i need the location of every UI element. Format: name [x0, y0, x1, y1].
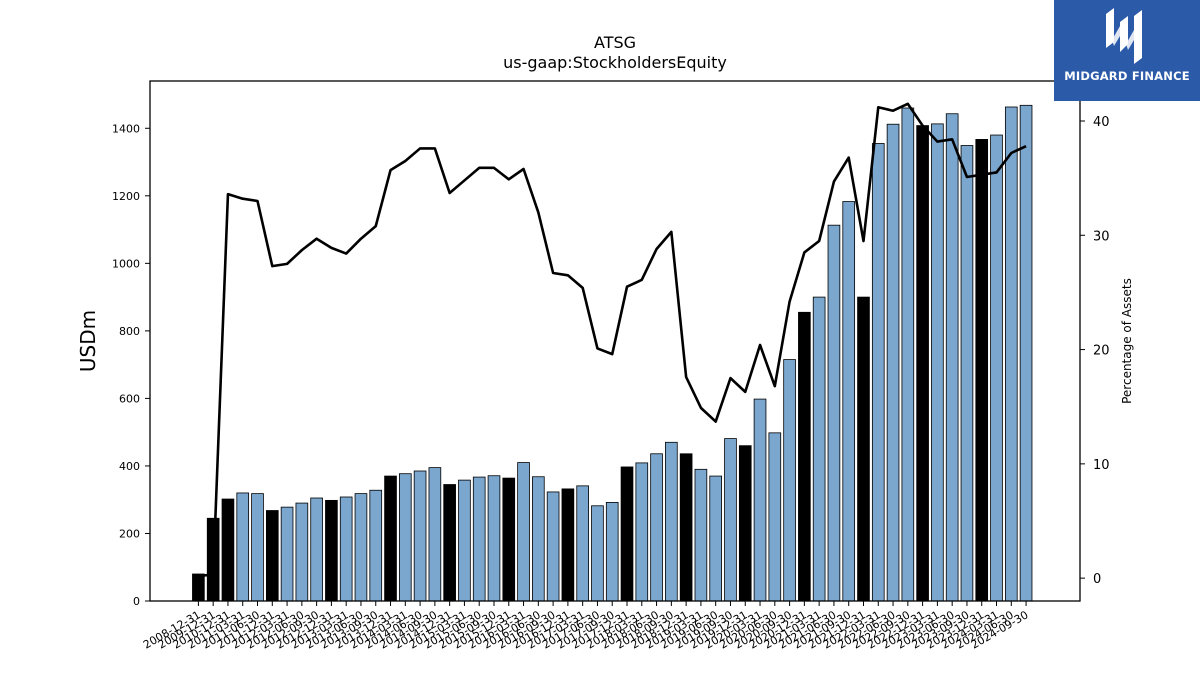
bar-2023-09-30 [960, 145, 974, 602]
bar-2014-09-30 [428, 467, 442, 602]
bar-2013-06-30 [354, 493, 368, 602]
bar-2021-09-30 [842, 201, 856, 602]
bar-2016-03-31 [517, 462, 530, 602]
bar-2011-12-31 [265, 510, 279, 602]
bar-2015-06-30 [472, 476, 486, 602]
bar-2012-03-31 [280, 506, 294, 602]
bar-2016-06-30 [532, 476, 545, 602]
bar-2016-12-31 [561, 488, 575, 602]
bar-2024-09-30 [1019, 104, 1033, 602]
bar-2015-12-31 [502, 477, 516, 602]
y2-tick-label: 30 [1093, 229, 1110, 244]
bar-2014-06-30 [413, 470, 427, 602]
bar-2023-03-31 [931, 123, 944, 602]
bar-2017-06-30 [591, 505, 604, 602]
bar-2019-12-31 [738, 445, 752, 602]
bar-2018-03-31 [635, 462, 649, 602]
plot-frame [149, 80, 1081, 602]
bar-2024-06-30 [1004, 106, 1018, 602]
y-tick-label: 800 [119, 325, 140, 338]
y2-tick-label: 0 [1093, 572, 1101, 587]
bar-2015-03-31 [458, 479, 471, 602]
bar-2017-12-31 [620, 466, 634, 602]
bar-2017-03-31 [576, 485, 589, 602]
y-tick-label: 600 [119, 392, 140, 405]
bar-2012-09-30 [310, 497, 323, 602]
bar-2019-06-30 [709, 475, 723, 602]
y2-tick-label: 40 [1093, 115, 1110, 130]
brand-name: MIDGARD FINANCE [1064, 69, 1190, 83]
y-tick-label: 1200 [112, 190, 140, 203]
bar-2012-06-30 [295, 502, 309, 602]
bar-2023-12-31 [975, 139, 989, 602]
y2-tick-label: 20 [1093, 344, 1110, 359]
bar-2012-12-31 [325, 499, 338, 602]
bar-2018-06-30 [650, 453, 663, 602]
bar-2021-06-30 [827, 224, 841, 602]
bar-2019-09-30 [724, 438, 737, 602]
bar-2017-09-30 [605, 501, 619, 602]
bar-2024-03-31 [990, 134, 1003, 602]
bar-2020-03-31 [753, 398, 767, 602]
bar-2021-03-31 [812, 296, 826, 602]
chart-title: ATSG [594, 33, 636, 52]
bar-2011-06-30 [251, 493, 264, 602]
y2-axis-label: Percentage of Assets [1120, 278, 1134, 404]
bar-2020-09-30 [783, 359, 796, 602]
chart-subtitle: us-gaap:StockholdersEquity [503, 53, 727, 72]
bar-2014-03-31 [398, 473, 412, 602]
bar-2016-09-30 [546, 491, 560, 602]
midgard-logo-icon [1106, 8, 1142, 64]
bar-2018-09-30 [665, 441, 678, 602]
brand-logo: MIDGARD FINANCE [1054, 0, 1200, 101]
bar-2023-06-30 [945, 113, 959, 602]
bar-2022-03-31 [871, 143, 885, 602]
bar-2022-06-30 [886, 123, 900, 602]
y-tick-label: 1000 [112, 257, 140, 270]
y-tick-label: 200 [119, 527, 140, 540]
bar-2010-12-31 [221, 498, 235, 602]
bar-2008-12-31 [192, 573, 205, 602]
y2-tick-label: 10 [1093, 458, 1110, 473]
y-tick-label: 0 [133, 595, 140, 608]
bar-2020-06-30 [768, 432, 782, 602]
y-axis-label: USDm [76, 310, 100, 372]
bar-2018-12-31 [679, 453, 693, 602]
bar-2022-09-30 [901, 107, 915, 602]
y-tick-label: 400 [119, 460, 140, 473]
bar-2020-12-31 [798, 311, 811, 602]
bar-2013-09-30 [369, 489, 383, 602]
y-tick-label: 1400 [112, 122, 140, 135]
bar-2013-03-31 [339, 496, 353, 602]
bar-2021-12-31 [857, 296, 870, 602]
bar-2014-12-31 [443, 484, 456, 602]
bar-2019-03-31 [694, 468, 708, 602]
bar-2011-03-31 [236, 492, 250, 602]
percentage-line [198, 102, 1027, 578]
bar-2022-12-31 [916, 125, 929, 602]
bar-2013-12-31 [384, 475, 397, 602]
bar-2015-09-30 [487, 475, 501, 602]
